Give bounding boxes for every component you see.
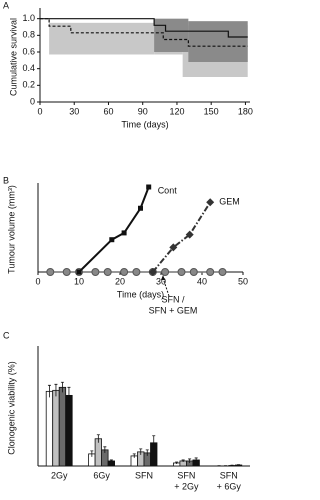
y-tick-label: 0 (30, 96, 35, 106)
marker (103, 268, 112, 276)
error-bar (54, 383, 58, 397)
x-tick-label: 180 (238, 106, 253, 116)
x-axis-label: Time (days) (117, 289, 164, 299)
x-tick-label: 30 (69, 106, 79, 116)
x-tick-label: SFN (177, 470, 195, 480)
error-bar (60, 381, 64, 393)
x-tick-label: 0 (37, 106, 42, 116)
marker (138, 205, 143, 211)
bar (94, 438, 102, 467)
error-bar (237, 464, 241, 466)
x-tick-label: 150 (204, 106, 219, 116)
x-tick-label: 50 (238, 276, 248, 286)
survival-curve (40, 18, 248, 38)
y-tick-label: 0.4 (22, 63, 35, 73)
x-tick-label: 30 (156, 276, 166, 286)
y-axis-label: Clonogenic viability (%) (6, 361, 16, 455)
x-tick-label: 2Gy (51, 470, 68, 480)
survival-curve (40, 18, 248, 47)
error-bar (103, 446, 107, 453)
confidence-band (188, 21, 248, 63)
error-bar (194, 457, 198, 462)
x-tick-label: 120 (169, 106, 184, 116)
error-bar (230, 464, 234, 466)
y-tick-label: 0.8 (22, 30, 35, 40)
marker (62, 268, 71, 276)
series-label: GEM (219, 197, 240, 207)
marker (109, 237, 115, 243)
confidence-band (154, 18, 189, 53)
error-bar (139, 448, 143, 455)
y-axis-label: Tumour volume (mm³) (6, 185, 16, 274)
error-bar (181, 459, 185, 462)
y-tick-label: 0.6 (22, 46, 35, 56)
marker (185, 230, 194, 239)
error-bar (224, 465, 228, 467)
x-tick-label: + 2Gy (174, 481, 199, 491)
error-bar (109, 459, 113, 462)
x-tick-label: 40 (197, 276, 207, 286)
marker (189, 268, 198, 276)
error-bar (152, 435, 156, 450)
x-tick-label: 60 (103, 106, 113, 116)
marker (132, 268, 141, 276)
y-tick-label: 1.0 (22, 13, 35, 23)
bar (58, 386, 67, 467)
y-axis-label: Cumulative survival (8, 18, 18, 96)
x-tick-label: SFN (220, 470, 238, 480)
error-bar (132, 453, 136, 458)
marker (120, 268, 129, 276)
marker (76, 269, 82, 275)
x-tick-label: 10 (74, 276, 84, 286)
marker (146, 184, 152, 190)
marker (91, 268, 100, 276)
bar (45, 390, 54, 467)
marker (161, 268, 170, 276)
error-bar (175, 461, 179, 464)
figure: A Cumulative survival Time (days) 0 30 60 90 12… (3, 0, 253, 491)
series-line (152, 201, 212, 273)
marker (206, 198, 215, 207)
marker (169, 243, 178, 252)
error-bar (145, 449, 149, 456)
x-tick-label: + 6Gy (217, 481, 242, 491)
error-bar (188, 458, 192, 463)
error-bar (90, 450, 94, 457)
error-bar (96, 434, 100, 443)
x-tick-label: 6Gy (93, 470, 110, 480)
marker (206, 268, 215, 276)
marker (177, 268, 186, 276)
x-axis-label: Time (days) (121, 119, 168, 129)
marker (218, 268, 227, 276)
bar (52, 389, 60, 467)
annotation: SFN / (161, 294, 185, 304)
annotation: SFN + GEM (149, 305, 198, 315)
series-line (78, 186, 150, 273)
error-bar (67, 386, 71, 404)
marker (148, 268, 157, 276)
error-bar (217, 465, 221, 467)
x-tick-label: 0 (35, 276, 40, 286)
bar (65, 394, 73, 467)
panel-letter: C (3, 330, 10, 340)
x-tick-label: SFN (135, 470, 153, 480)
annotation-arrow (162, 277, 170, 297)
marker (121, 230, 127, 236)
y-tick-label: 0.2 (22, 80, 35, 90)
panel-letter: B (3, 175, 9, 185)
confidence-band (49, 22, 155, 55)
x-tick-label: 20 (115, 276, 125, 286)
marker (46, 268, 55, 276)
panel-letter: A (3, 0, 9, 10)
annotation-arrowhead (161, 275, 165, 280)
series-label: Cont (158, 185, 178, 195)
x-tick-label: 90 (138, 106, 148, 116)
error-bar (47, 384, 51, 398)
